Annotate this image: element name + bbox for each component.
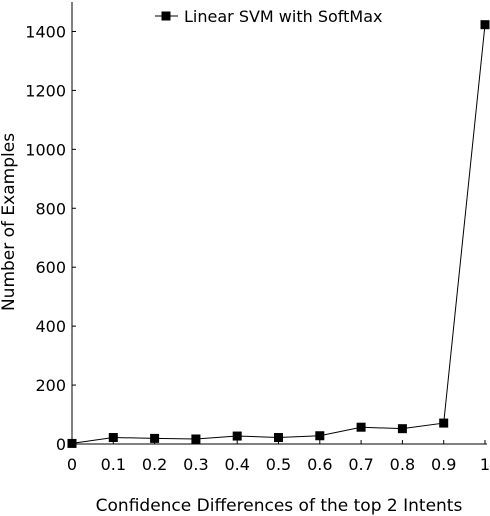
y-tick-label: 1000 [25, 140, 66, 159]
legend-marker [161, 11, 171, 21]
data-point [232, 431, 242, 441]
data-point [480, 20, 490, 30]
data-point [397, 424, 407, 434]
series-layer [67, 20, 490, 448]
data-point [191, 434, 201, 444]
y-axis-label: Number of Examples [0, 133, 19, 311]
x-tick-label: 0.8 [390, 455, 415, 474]
x-tick-label: 1 [480, 455, 490, 474]
y-tick-label: 0 [56, 435, 66, 454]
x-tick-label: 0.3 [183, 455, 208, 474]
data-point [274, 433, 283, 443]
x-axis-label: Confidence Differences of the top 2 Inte… [96, 496, 463, 516]
x-tick-label: 0 [67, 455, 77, 474]
legend: Linear SVM with SoftMax [155, 7, 382, 26]
x-tick-label: 0.6 [307, 455, 332, 474]
data-point [150, 433, 160, 443]
y-tick-label: 800 [35, 199, 66, 218]
series-line [71, 24, 486, 444]
data-point [108, 433, 118, 443]
data-point [67, 438, 77, 448]
x-tick-label: 0.7 [348, 455, 373, 474]
x-tick-label: 0.9 [431, 455, 456, 474]
x-axis-ticks: 0 0.1 0.2 0.3 0.4 0.5 0.6 0.7 0.8 0.9 1 [67, 440, 490, 474]
y-tick-label: 1400 [25, 22, 66, 41]
x-tick-label: 0.4 [224, 455, 249, 474]
data-point [439, 418, 449, 428]
y-tick-label: 600 [35, 258, 66, 277]
y-tick-label: 200 [35, 376, 66, 395]
data-point [315, 431, 325, 441]
x-tick-label: 0.1 [101, 455, 126, 474]
legend-label: Linear SVM with SoftMax [184, 7, 382, 26]
data-point [356, 422, 366, 432]
y-tick-label: 400 [35, 317, 66, 336]
y-axis-ticks: 0 200 400 600 800 1000 1200 1400 [25, 22, 76, 454]
x-tick-label: 0.5 [266, 455, 291, 474]
x-tick-label: 0.2 [142, 455, 167, 474]
y-tick-label: 1200 [25, 81, 66, 100]
